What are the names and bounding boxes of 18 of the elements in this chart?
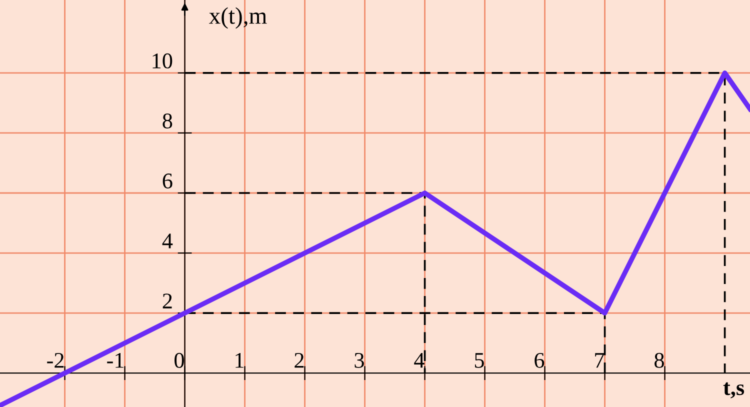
y-tick-label: 2 [162, 294, 172, 308]
x-tick-label: 4 [414, 353, 424, 368]
x-tick-label: 0 [174, 352, 184, 368]
y-axis-title: x(t),m [209, 7, 267, 29]
x-tick-label: 3 [354, 352, 364, 368]
y-tick-label: 10 [152, 53, 172, 68]
x-tick-label: -1 [107, 353, 124, 368]
x-tick-label: 5 [474, 353, 484, 368]
y-tick-label: 8 [162, 113, 172, 128]
x-tick-label: 7 [595, 353, 604, 368]
x-tick-label: 1 [236, 353, 244, 368]
y-tick-label: 4 [162, 234, 173, 248]
x-axis-title: t,s [723, 382, 744, 398]
x-tick-label: 2 [294, 352, 304, 368]
y-tick-label: 6 [162, 174, 172, 188]
x-tick-label: 8 [654, 352, 664, 368]
x-tick-label: -2 [47, 352, 64, 368]
x-tick-label: 6 [534, 352, 544, 368]
